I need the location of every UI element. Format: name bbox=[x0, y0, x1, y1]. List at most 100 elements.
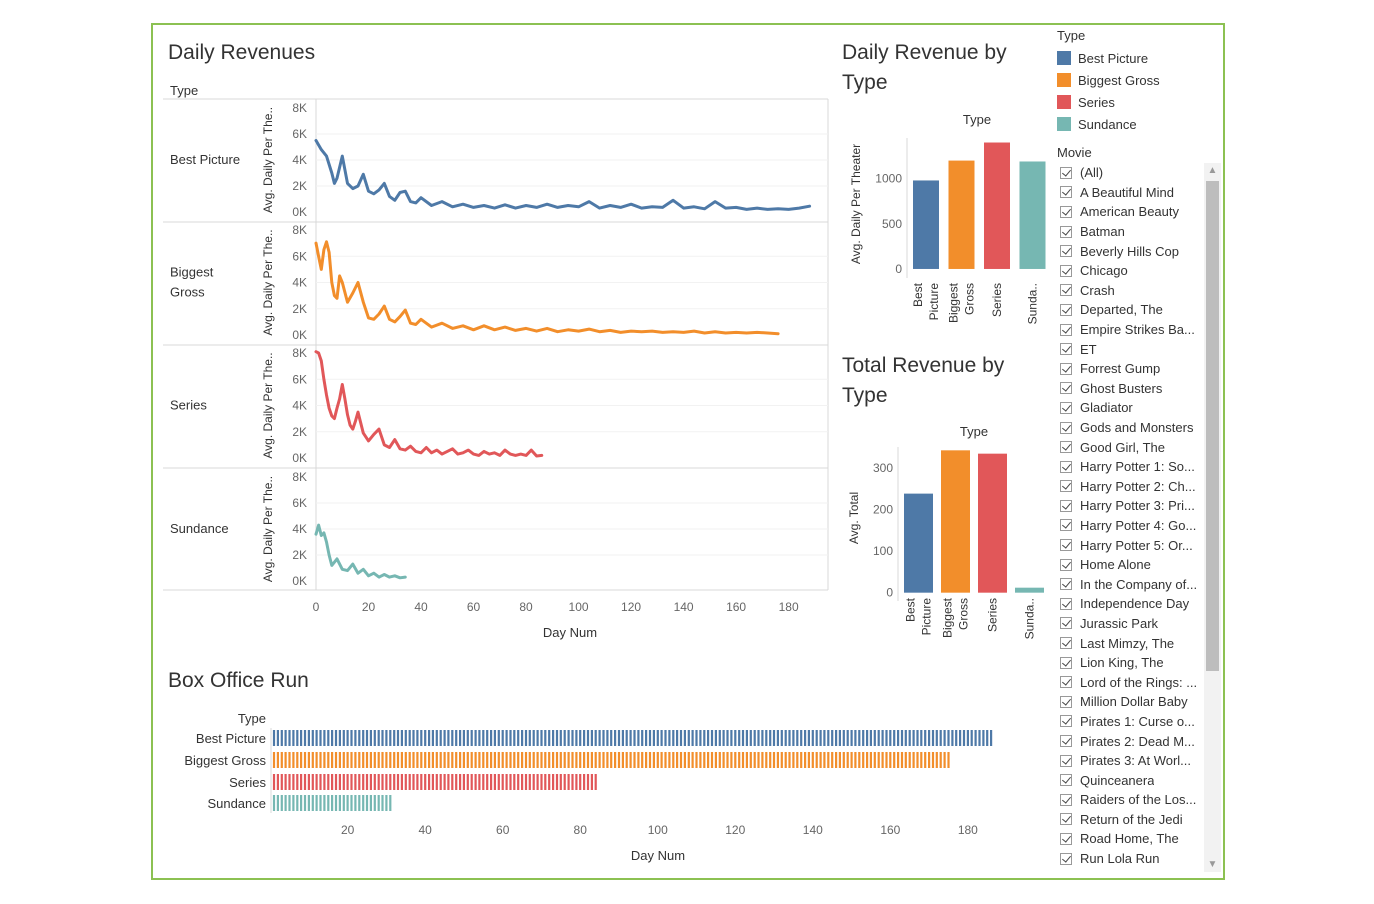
movie-filter-item[interactable]: Harry Potter 2: Ch... bbox=[1060, 477, 1202, 497]
checkbox-checked-icon[interactable] bbox=[1060, 245, 1072, 258]
checkbox-checked-icon[interactable] bbox=[1060, 754, 1072, 767]
checkbox-checked-icon[interactable] bbox=[1060, 401, 1072, 414]
movie-filter-item[interactable]: Harry Potter 4: Go... bbox=[1060, 516, 1202, 536]
checkbox-checked-icon[interactable] bbox=[1060, 343, 1072, 356]
category-label: Series bbox=[990, 283, 1004, 317]
checkbox-checked-icon[interactable] bbox=[1060, 637, 1072, 650]
movie-filter-item[interactable]: A Beautiful Mind bbox=[1060, 183, 1202, 203]
checkbox-checked-icon[interactable] bbox=[1060, 205, 1072, 218]
movie-filter-item[interactable]: Run Lola Run bbox=[1060, 849, 1202, 869]
bar-sundance bbox=[1019, 161, 1046, 269]
movie-filter-item[interactable]: Gladiator bbox=[1060, 398, 1202, 418]
movie-filter-item[interactable]: Quinceanera bbox=[1060, 770, 1202, 790]
scroll-down-icon[interactable]: ▼ bbox=[1207, 859, 1218, 870]
movie-filter-item[interactable]: Forrest Gump bbox=[1060, 359, 1202, 379]
legend-item-sundance[interactable]: Sundance bbox=[1057, 113, 1227, 135]
movie-label: Gladiator bbox=[1080, 400, 1133, 416]
y-axis-label: Avg. Daily Per The.. bbox=[261, 352, 275, 458]
movie-filter-item[interactable]: Departed, The bbox=[1060, 300, 1202, 320]
checkbox-checked-icon[interactable] bbox=[1060, 460, 1072, 473]
legend-item-series[interactable]: Series bbox=[1057, 91, 1227, 113]
checkbox-checked-icon[interactable] bbox=[1060, 832, 1072, 845]
movie-filter-item[interactable]: Harry Potter 5: Or... bbox=[1060, 535, 1202, 555]
scroll-thumb[interactable] bbox=[1206, 181, 1219, 671]
scroll-up-icon[interactable]: ▲ bbox=[1207, 165, 1218, 176]
y-axis-label: Avg. Total bbox=[847, 492, 861, 544]
movie-filter-item[interactable]: Chicago bbox=[1060, 261, 1202, 281]
row-label: Series bbox=[229, 775, 266, 790]
checkbox-checked-icon[interactable] bbox=[1060, 519, 1072, 532]
checkbox-checked-icon[interactable] bbox=[1060, 578, 1072, 591]
movie-filter-item[interactable]: Crash bbox=[1060, 281, 1202, 301]
checkbox-checked-icon[interactable] bbox=[1060, 264, 1072, 277]
movie-filter-item[interactable]: Lion King, The bbox=[1060, 653, 1202, 673]
checkbox-checked-icon[interactable] bbox=[1060, 323, 1072, 336]
checkbox-checked-icon[interactable] bbox=[1060, 617, 1072, 630]
movie-filter-item[interactable]: Good Girl, The bbox=[1060, 437, 1202, 457]
movie-list-scrollbar[interactable]: ▲ ▼ bbox=[1204, 163, 1221, 872]
y-tick-label: 6K bbox=[292, 372, 307, 386]
movie-filter-item[interactable]: Million Dollar Baby bbox=[1060, 692, 1202, 712]
movie-filter-item[interactable]: In the Company of... bbox=[1060, 574, 1202, 594]
checkbox-checked-icon[interactable] bbox=[1060, 382, 1072, 395]
checkbox-checked-icon[interactable] bbox=[1060, 166, 1072, 179]
checkbox-checked-icon[interactable] bbox=[1060, 480, 1072, 493]
checkbox-checked-icon[interactable] bbox=[1060, 676, 1072, 689]
legend-item-biggest-gross[interactable]: Biggest Gross bbox=[1057, 69, 1227, 91]
movie-filter-item[interactable]: Pirates 3: At Worl... bbox=[1060, 751, 1202, 771]
movie-filter-item[interactable]: Lord of the Rings: ... bbox=[1060, 672, 1202, 692]
legend-item-best-picture[interactable]: Best Picture bbox=[1057, 47, 1227, 69]
movie-filter-item[interactable]: American Beauty bbox=[1060, 202, 1202, 222]
checkbox-checked-icon[interactable] bbox=[1060, 186, 1072, 199]
movie-filter-item[interactable]: Harry Potter 3: Pri... bbox=[1060, 496, 1202, 516]
series-line-series bbox=[314, 350, 544, 458]
movie-filter-item[interactable]: Jurassic Park bbox=[1060, 614, 1202, 634]
checkbox-checked-icon[interactable] bbox=[1060, 793, 1072, 806]
movie-label: Pirates 1: Curse o... bbox=[1080, 713, 1195, 729]
y-tick-label: 0K bbox=[292, 328, 307, 342]
checkbox-checked-icon[interactable] bbox=[1060, 499, 1072, 512]
x-tick-label: 160 bbox=[880, 823, 900, 837]
y-tick-label: 0K bbox=[292, 574, 307, 588]
movie-filter-item[interactable]: Home Alone bbox=[1060, 555, 1202, 575]
checkbox-checked-icon[interactable] bbox=[1060, 441, 1072, 454]
movie-filter-item[interactable]: Gods and Monsters bbox=[1060, 418, 1202, 438]
checkbox-checked-icon[interactable] bbox=[1060, 735, 1072, 748]
movie-filter-item[interactable]: Pirates 1: Curse o... bbox=[1060, 712, 1202, 732]
movie-filter-item[interactable]: Batman bbox=[1060, 222, 1202, 242]
movie-filter-item[interactable]: ET bbox=[1060, 339, 1202, 359]
movie-filter-item[interactable]: Pirates 2: Dead M... bbox=[1060, 731, 1202, 751]
checkbox-checked-icon[interactable] bbox=[1060, 225, 1072, 238]
movie-label: Raiders of the Los... bbox=[1080, 792, 1197, 808]
checkbox-checked-icon[interactable] bbox=[1060, 284, 1072, 297]
checkbox-checked-icon[interactable] bbox=[1060, 539, 1072, 552]
checkbox-checked-icon[interactable] bbox=[1060, 558, 1072, 571]
movie-filter-title: Movie bbox=[1057, 145, 1092, 160]
movie-filter-item[interactable]: Raiders of the Los... bbox=[1060, 790, 1202, 810]
checkbox-checked-icon[interactable] bbox=[1060, 362, 1072, 375]
checkbox-checked-icon[interactable] bbox=[1060, 656, 1072, 669]
movie-filter-item[interactable]: (All) bbox=[1060, 163, 1202, 183]
x-tick-label: 120 bbox=[725, 823, 745, 837]
checkbox-checked-icon[interactable] bbox=[1060, 421, 1072, 434]
movie-label: Good Girl, The bbox=[1080, 439, 1166, 455]
movie-filter-item[interactable]: Road Home, The bbox=[1060, 829, 1202, 849]
movie-filter-item[interactable]: Last Mimzy, The bbox=[1060, 633, 1202, 653]
x-tick-label: 60 bbox=[467, 600, 481, 614]
legend-swatch bbox=[1057, 95, 1071, 109]
movie-filter-item[interactable]: Beverly Hills Cop bbox=[1060, 241, 1202, 261]
movie-filter-item[interactable]: Return of the Jedi bbox=[1060, 810, 1202, 830]
checkbox-checked-icon[interactable] bbox=[1060, 597, 1072, 610]
checkbox-checked-icon[interactable] bbox=[1060, 774, 1072, 787]
movie-filter-item[interactable]: Ghost Busters bbox=[1060, 379, 1202, 399]
checkbox-checked-icon[interactable] bbox=[1060, 695, 1072, 708]
checkbox-checked-icon[interactable] bbox=[1060, 813, 1072, 826]
checkbox-checked-icon[interactable] bbox=[1060, 852, 1072, 865]
movie-filter-item[interactable]: Independence Day bbox=[1060, 594, 1202, 614]
checkbox-checked-icon[interactable] bbox=[1060, 715, 1072, 728]
movie-label: A Beautiful Mind bbox=[1080, 184, 1174, 200]
movie-filter-item[interactable]: Empire Strikes Ba... bbox=[1060, 320, 1202, 340]
daily-revenues-title: Daily Revenues bbox=[168, 41, 316, 64]
movie-filter-item[interactable]: Harry Potter 1: So... bbox=[1060, 457, 1202, 477]
checkbox-checked-icon[interactable] bbox=[1060, 303, 1072, 316]
